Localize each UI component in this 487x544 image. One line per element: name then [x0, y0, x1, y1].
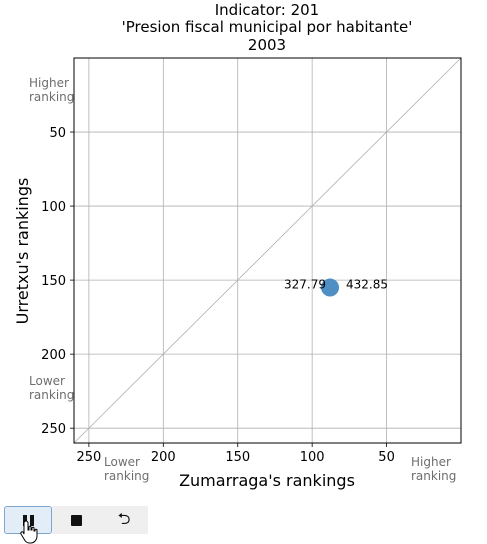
y-tick-label: 150	[41, 274, 66, 289]
x-axis-label: Zumarraga's rankings	[179, 471, 355, 490]
y-tick-label: 50	[49, 126, 66, 141]
y-annotation-lower-2: ranking	[29, 388, 74, 402]
x-annotation-lower-2: ranking	[104, 469, 149, 483]
grid	[74, 58, 461, 443]
data-points: 327.79 432.85	[284, 278, 388, 297]
x-tick-label: 100	[300, 450, 325, 465]
chart-title-line-1: Indicator: 201	[215, 1, 319, 19]
hand-cursor-icon	[20, 520, 38, 544]
chart-title-line-3: 2003	[248, 36, 286, 54]
stop-icon	[70, 514, 82, 526]
x-annotation-higher-2: ranking	[411, 469, 456, 483]
diagonal-reference-line	[73, 57, 462, 444]
chart-title-line-2: 'Presion fiscal municipal por habitante'	[122, 18, 413, 36]
loop-icon: ⮌	[117, 511, 131, 528]
data-point	[321, 278, 340, 297]
data-point-label-left: 327.79	[284, 278, 326, 292]
y-tick-label: 250	[41, 422, 66, 437]
data-point-label-right: 432.85	[346, 278, 388, 292]
plot-frame	[73, 57, 462, 444]
axis-ticks: 250 200 150 100 50 50 100 150 200 250	[41, 126, 395, 465]
x-tick-label: 50	[378, 450, 395, 465]
stop-button[interactable]	[52, 506, 100, 534]
pause-icon	[22, 514, 34, 526]
x-tick-label: 250	[76, 450, 101, 465]
y-axis-label: Urretxu's rankings	[13, 178, 32, 325]
y-tick-label: 100	[41, 200, 66, 215]
x-tick-label: 150	[225, 450, 250, 465]
chart: Indicator: 201 'Presion fiscal municipal…	[13, 1, 462, 490]
y-annotation-lower-1: Lower	[29, 374, 65, 388]
y-tick-label: 200	[41, 348, 66, 363]
loop-button[interactable]: ⮌	[100, 506, 148, 534]
x-tick-label: 200	[151, 450, 176, 465]
y-annotation-higher-2: ranking	[29, 90, 74, 104]
x-annotation-lower-1: Lower	[104, 455, 140, 469]
x-annotation-higher-1: Higher	[411, 455, 451, 469]
y-annotation-higher-1: Higher	[29, 76, 69, 90]
